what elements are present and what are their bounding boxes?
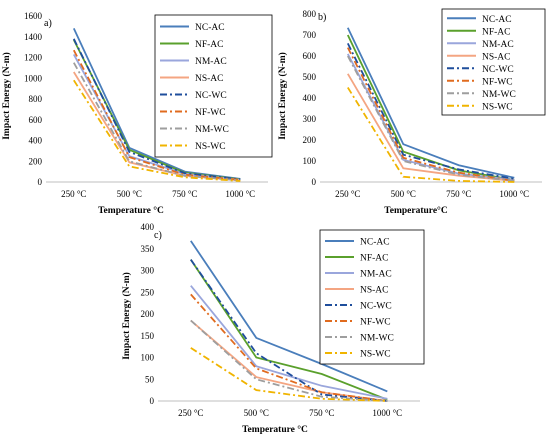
panel-label: b) [318, 12, 326, 23]
x-tick-label: 250 °C [335, 189, 360, 199]
y-tick-label: 0 [150, 396, 155, 406]
legend-label: NF-AC [482, 27, 511, 37]
y-tick-label: 1000 [24, 73, 43, 83]
y-tick-label: 0 [38, 177, 43, 187]
legend-label: NS-AC [195, 74, 224, 84]
x-tick-label: 500 °C [244, 408, 269, 418]
y-tick-label: 300 [141, 266, 155, 276]
series-line-nc-wc [190, 259, 388, 402]
legend-label: NF-WC [360, 318, 391, 328]
series-line-nc-wc [346, 42, 515, 180]
y-tick-label: 1400 [24, 32, 43, 42]
legend-label: NF-WC [482, 77, 513, 87]
y-tick-label: 1600 [24, 11, 43, 21]
series-line-nm-wc [73, 62, 241, 182]
y-tick-label: 800 [29, 94, 43, 104]
x-tick-label: 1000 °C [225, 189, 255, 199]
series-line-nf-ac [190, 259, 388, 401]
series-line-nm-wc [190, 319, 388, 402]
legend-label: NM-WC [360, 334, 394, 344]
series-line-nc-wc [72, 38, 241, 181]
chart-c-svg: 0 50 100 150 200 250 300 350 400 250 °C 500 °C 750 … [121, 222, 425, 435]
x-tick-label: 750 °C [446, 189, 471, 199]
legend-label: NF-WC [195, 108, 226, 118]
y-tick-label: 600 [29, 115, 43, 125]
y-tick-label: 500 [303, 72, 317, 82]
panel-label: c) [154, 230, 162, 241]
legend-label: NS-AC [360, 286, 389, 296]
x-tick-label: 750 °C [309, 408, 334, 418]
x-tick-label: 500 °C [391, 189, 416, 199]
y-tick-label: 100 [303, 156, 317, 166]
y-tick-label: 600 [303, 51, 317, 61]
y-tick-label: 300 [303, 114, 317, 124]
x-tick-label: 1000 °C [499, 189, 529, 199]
y-axis-title: Impact Energy (N-m) [121, 272, 132, 360]
chart-panel-b: 0 100 200 300 400 500 600 700 800 250 °C 500 °C 750… [276, 0, 550, 218]
x-tick-label: 500 °C [117, 189, 142, 199]
legend-label: NM-WC [195, 125, 229, 135]
legend-label: NC-AC [360, 238, 390, 248]
y-tick-label: 800 [303, 9, 317, 19]
chart-b-svg: 0 100 200 300 400 500 600 700 800 250 °C 500 °C 750… [277, 8, 546, 216]
y-tick-label: 400 [141, 222, 155, 232]
y-tick-label: 150 [141, 331, 155, 341]
legend-label: NC-WC [482, 65, 514, 75]
y-tick-label: 200 [141, 309, 155, 319]
legend-label: NM-AC [360, 270, 392, 280]
legend-label: NC-AC [482, 15, 512, 25]
legend-box [154, 14, 273, 158]
series-line-nc-ac [346, 27, 515, 179]
y-tick-label: 0 [312, 177, 317, 187]
legend-label: NC-AC [195, 23, 225, 33]
y-tick-label: 700 [303, 30, 317, 40]
y-tick-label: 400 [303, 93, 317, 103]
series-line-ns-ac [347, 73, 515, 182]
legend-label: NM-AC [482, 40, 514, 50]
legend-label: NS-WC [360, 350, 391, 360]
series-line-nm-ac [190, 285, 388, 400]
series-line-nf-ac [346, 34, 515, 181]
legend-label: NS-WC [195, 142, 226, 152]
x-tick-label: 250 °C [178, 408, 203, 418]
y-tick-label: 100 [141, 353, 155, 363]
legend-label: NC-WC [195, 91, 227, 101]
y-axis-title: Impact Energy (N-m) [277, 52, 288, 140]
legend-label: NS-AC [482, 52, 511, 62]
y-axis-title: Impact Energy (N-m) [1, 52, 12, 140]
legend-label: NM-AC [195, 57, 227, 67]
x-tick-label: 750 °C [172, 189, 197, 199]
chart-panel-c: 0 50 100 150 200 250 300 350 400 250 °C 500 °C 750 … [120, 220, 430, 438]
x-axis-title: Temperature °C [98, 205, 164, 216]
x-tick-label: 250 °C [61, 189, 86, 199]
chart-panel-a: 0 200 400 600 800 1000 1200 1400 1600 250 °C 500 °… [0, 0, 276, 218]
legend-label: NC-WC [360, 302, 392, 312]
legend-label: NF-AC [360, 254, 389, 264]
series-line-nc-ac [190, 240, 388, 393]
series-line-nm-ac [347, 53, 515, 181]
y-tick-label: 50 [145, 374, 155, 384]
y-tick-label: 1200 [24, 53, 43, 63]
chart-a-svg: 0 200 400 600 800 1000 1200 1400 1600 250 °C 500 °… [1, 11, 273, 216]
y-tick-label: 200 [29, 156, 43, 166]
series-line-nf-wc [190, 293, 388, 402]
series-line-ns-wc [190, 347, 388, 402]
x-tick-label: 1000 °C [372, 408, 402, 418]
series-line-nf-wc [346, 47, 515, 182]
legend-label: NM-WC [482, 90, 516, 100]
y-tick-label: 350 [141, 244, 155, 254]
y-tick-label: 400 [29, 136, 43, 146]
panel-label: a) [44, 18, 52, 29]
x-axis-title: Temperature°C [384, 205, 448, 216]
legend-label: NS-WC [482, 102, 513, 112]
series-line-ns-wc [73, 79, 241, 182]
x-axis-title: Temperature °C [242, 424, 308, 435]
legend-box [441, 8, 546, 116]
legend-box [319, 229, 425, 365]
y-tick-label: 250 [141, 287, 155, 297]
legend-label: NF-AC [195, 40, 224, 50]
y-tick-label: 200 [303, 135, 317, 145]
